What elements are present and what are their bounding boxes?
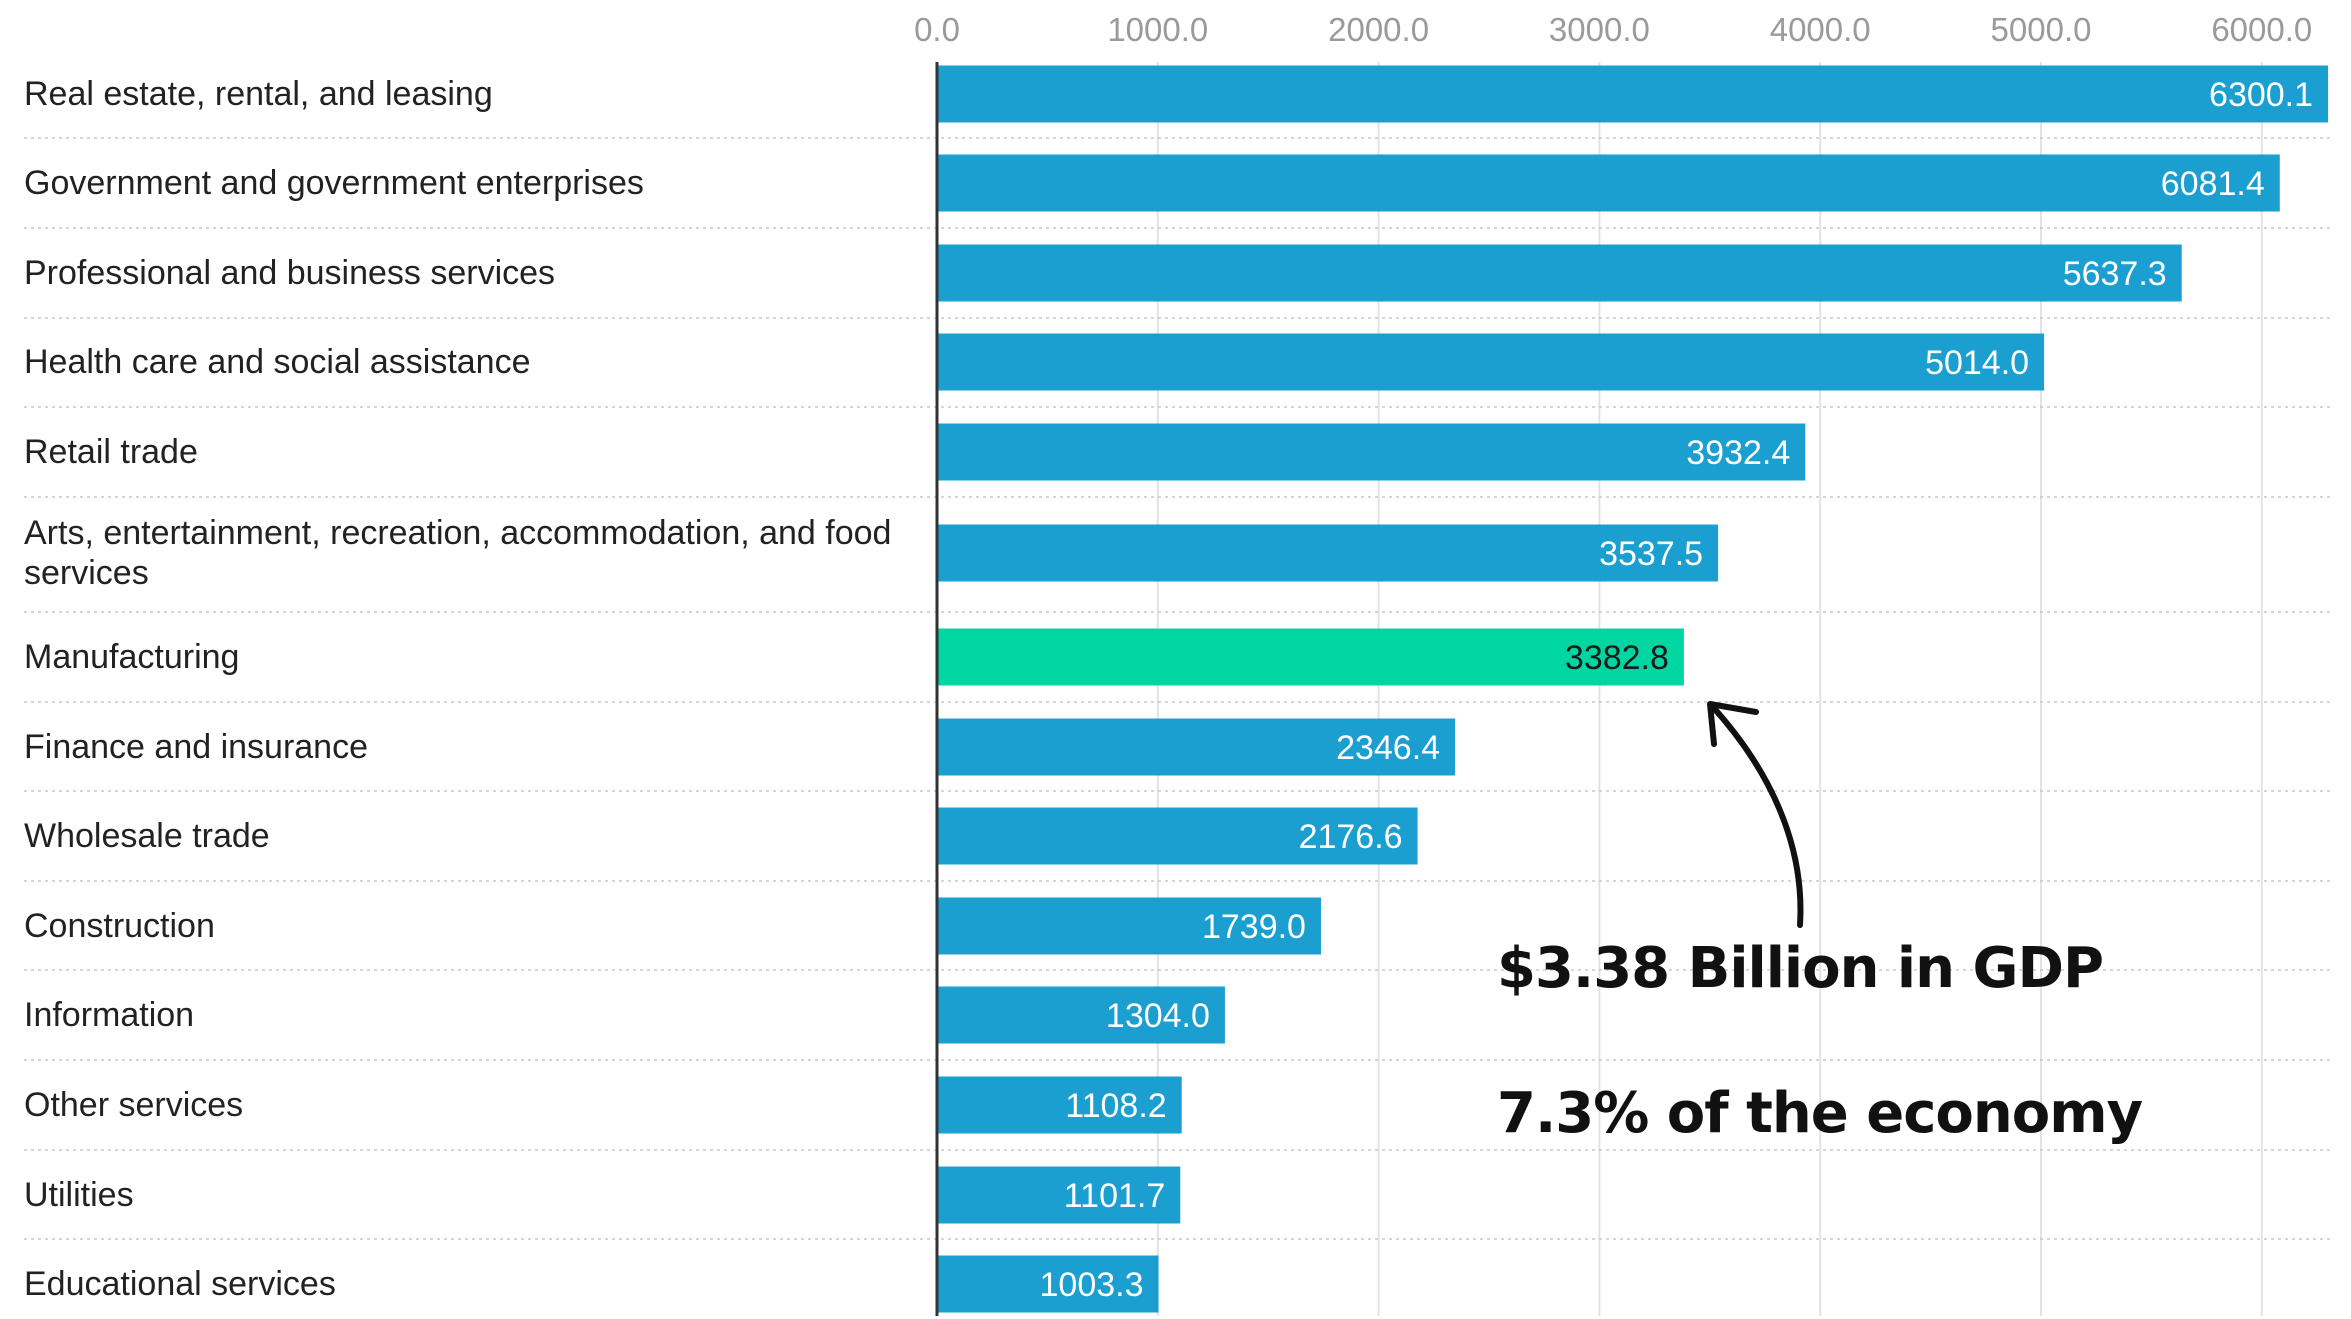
x-tick-label: 0.0	[914, 11, 960, 48]
annotation-share: 7.3% of the economy	[1497, 1081, 2143, 1146]
category-label: Retail trade	[24, 433, 198, 471]
x-tick-label: 5000.0	[1991, 11, 2092, 48]
bar-value-label: 1108.2	[1065, 1087, 1166, 1125]
bar	[937, 244, 2182, 302]
bar	[937, 1076, 1182, 1134]
category-label: Information	[24, 996, 195, 1034]
bar-value-label: 3537.5	[1599, 535, 1703, 573]
x-tick-label: 1000.0	[1107, 11, 1208, 48]
bar-value-label: 1739.0	[1202, 908, 1306, 946]
bar	[937, 897, 1321, 955]
bar	[937, 986, 1225, 1044]
category-label: Government and government enterprises	[24, 164, 644, 202]
bar	[937, 65, 2329, 123]
annotation-arrowhead	[1707, 701, 1759, 747]
bar-value-label: 3932.4	[1686, 434, 1790, 472]
x-tick-label: 2000.0	[1328, 11, 1429, 48]
x-tick-label: 4000.0	[1770, 11, 1871, 48]
bar-value-label: 2346.4	[1336, 729, 1440, 767]
bar	[937, 1166, 1181, 1224]
category-label: Educational services	[24, 1265, 336, 1303]
category-label: Arts, entertainment, recreation, accommo…	[24, 514, 892, 592]
annotation-arrow	[1709, 703, 1804, 928]
bar	[937, 524, 1719, 582]
annotation-gdp: $3.38 Billion in GDP	[1497, 936, 2104, 1001]
bar-value-label: 1101.7	[1064, 1177, 1165, 1215]
bar	[937, 423, 1806, 481]
bar-value-label: 3382.8	[1565, 639, 1669, 677]
category-label: Construction	[24, 907, 215, 945]
category-label: Wholesale trade	[24, 817, 270, 855]
bar-value-label: 6300.1	[2209, 76, 2313, 114]
bar-highlight	[937, 628, 1684, 686]
bar	[937, 807, 1418, 865]
category-label: Other services	[24, 1086, 244, 1124]
category-label: Utilities	[24, 1176, 134, 1214]
bar-value-label: 1304.0	[1106, 997, 1210, 1035]
x-tick-label: 3000.0	[1549, 11, 1650, 48]
category-label: Finance and insurance	[24, 728, 369, 766]
category-label: Manufacturing	[24, 638, 240, 676]
bar	[937, 1255, 1159, 1313]
bar	[937, 718, 1456, 776]
bar	[937, 333, 2045, 391]
bar	[937, 154, 2280, 212]
bar-value-label: 1003.3	[1040, 1266, 1144, 1304]
bar-value-label: 6081.4	[2161, 165, 2265, 203]
bar-value-label: 2176.6	[1299, 818, 1403, 856]
category-label: Professional and business services	[24, 254, 556, 292]
bar-value-label: 5637.3	[2063, 255, 2167, 293]
x-tick-label: 6000.0	[2211, 11, 2312, 48]
bar-value-label: 5014.0	[1925, 344, 2029, 382]
category-label: Health care and social assistance	[24, 343, 531, 381]
category-label: Real estate, rental, and leasing	[24, 75, 493, 113]
